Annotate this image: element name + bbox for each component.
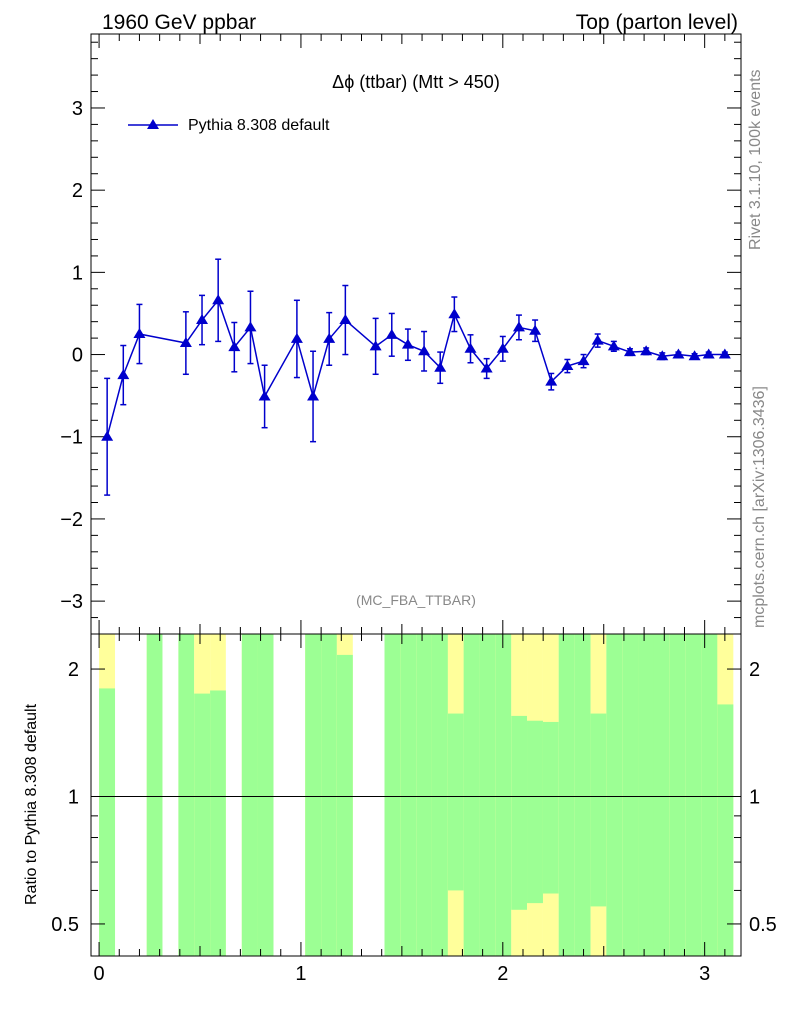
ratio-green-band	[400, 634, 417, 956]
ratio-green-band	[194, 693, 211, 956]
ratio-green-band	[574, 634, 591, 956]
data-point-marker	[323, 332, 336, 343]
data-point-marker	[577, 355, 590, 366]
data-point-marker	[656, 350, 669, 361]
ratio-green-band	[495, 634, 512, 956]
data-point-marker	[179, 337, 192, 348]
ratio-frame	[90, 633, 742, 957]
ratio-green-band	[321, 634, 337, 956]
main-ytick-label: 1	[72, 262, 83, 284]
header-right-label: Top (parton level)	[576, 11, 738, 34]
data-point-marker	[101, 430, 114, 441]
data-point-marker	[228, 341, 241, 352]
ratio-green-band	[241, 634, 258, 956]
data-point-marker	[401, 338, 414, 349]
main-ytick-label: −1	[60, 427, 83, 449]
ratio-green-band	[384, 634, 401, 956]
ratio-ytick-label-right: 0.5	[749, 914, 777, 936]
data-point-marker	[640, 345, 653, 356]
main-ytick-label: 2	[72, 180, 83, 202]
ratio-green-band	[669, 634, 686, 956]
ratio-green-band	[479, 634, 496, 956]
ratio-ytick-label-left: 2	[68, 659, 79, 681]
data-point-marker	[529, 324, 542, 335]
data-point-marker	[672, 348, 685, 359]
data-point-marker	[718, 348, 731, 359]
ratio-green-band	[717, 704, 734, 956]
ratio-green-band	[463, 634, 480, 956]
data-point-marker	[418, 345, 431, 356]
data-point-marker	[480, 362, 493, 373]
analysis-label: (MC_FBA_TTBAR)	[356, 592, 476, 608]
ratio-xtick-label: 2	[497, 963, 508, 985]
ratio-green-band	[416, 634, 432, 956]
data-point-marker	[212, 294, 225, 305]
data-point-marker	[448, 308, 461, 319]
mcplots-source-label: mcplots.cern.ch [arXiv:1306.3436]	[751, 386, 768, 628]
data-point-marker	[561, 360, 574, 371]
main-ytick-label: 0	[72, 345, 83, 367]
ratio-green-band	[146, 634, 163, 956]
ratio-green-band	[558, 634, 575, 956]
ratio-green-band	[685, 634, 702, 956]
ratio-ytick-label-right: 2	[749, 659, 760, 681]
ratio-green-band	[590, 713, 607, 907]
data-point-marker	[133, 328, 146, 338]
ratio-green-band	[447, 713, 464, 891]
data-point-marker	[307, 390, 320, 401]
legend-label: Pythia 8.308 default	[188, 117, 330, 134]
legend-marker	[147, 119, 159, 129]
data-point-marker	[196, 314, 209, 325]
data-point-marker	[369, 340, 382, 351]
data-point-marker	[385, 328, 398, 339]
ratio-xtick-label: 1	[295, 963, 306, 985]
main-ytick-label: 3	[72, 98, 83, 120]
ratio-ytick-label-right: 1	[749, 786, 760, 808]
data-point-marker	[496, 342, 509, 353]
main-ytick-label: −2	[60, 509, 83, 531]
ratio-xtick-label: 0	[94, 963, 105, 985]
data-point-marker	[258, 390, 271, 401]
data-point-marker	[290, 332, 303, 343]
ratio-green-band	[606, 634, 623, 956]
ratio-green-band	[511, 715, 528, 910]
ratio-xtick-label: 3	[699, 963, 710, 985]
data-point-marker	[607, 340, 620, 351]
data-point-marker	[702, 348, 715, 359]
ratio-green-band	[210, 690, 226, 956]
ratio-green-band	[542, 721, 559, 894]
legend: Pythia 8.308 default	[128, 117, 330, 134]
ratio-green-band	[305, 634, 322, 956]
data-point-marker	[434, 361, 447, 372]
ratio-green-band	[638, 634, 654, 956]
ratio-ytick-label-left: 1	[68, 786, 79, 808]
data-point-marker	[591, 334, 604, 345]
ratio-ytick-label-left: 0.5	[51, 914, 79, 936]
ratio-green-band	[336, 654, 353, 956]
ratio-green-band	[701, 634, 718, 956]
data-point-marker	[512, 321, 525, 332]
data-point-marker	[244, 321, 257, 332]
data-point-marker	[339, 314, 352, 325]
ratio-green-band	[527, 720, 543, 904]
header-left-label: 1960 GeV ppbar	[102, 11, 256, 34]
data-point-marker	[545, 375, 558, 386]
ratio-green-band	[99, 688, 116, 956]
ratio-green-band	[257, 634, 274, 956]
data-point-marker	[623, 346, 636, 357]
ratio-green-band	[178, 634, 195, 956]
ratio-green-band	[431, 634, 448, 956]
chart-title: Δϕ (ttbar) (Mtt > 450)	[332, 72, 500, 92]
ratio-green-band	[653, 634, 670, 956]
data-point-marker	[688, 350, 701, 361]
ratio-y-axis-label: Ratio to Pythia 8.308 default	[23, 703, 40, 905]
ratio-panel: 0.5 0.5 1 1 2 2 0 1 2 3 Ratio to Pythia 8.308 de…	[23, 633, 777, 985]
main-panel: Δϕ (ttbar) (Mtt > 450) (MC_FBA_TTBAR) Py…	[60, 33, 742, 635]
data-point-marker	[117, 369, 130, 380]
data-point-marker	[464, 342, 477, 353]
ratio-green-band	[622, 634, 639, 956]
main-ytick-label: −3	[60, 591, 83, 613]
rivet-version-label: Rivet 3.1.10, 100k events	[747, 69, 764, 250]
